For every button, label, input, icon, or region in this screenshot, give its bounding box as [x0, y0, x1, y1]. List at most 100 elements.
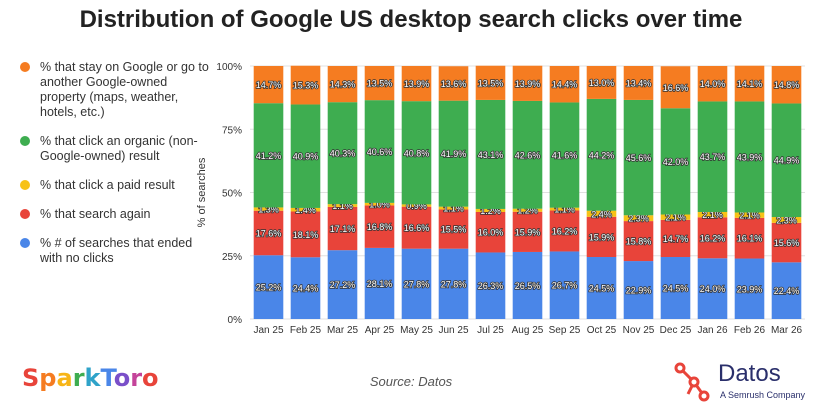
bar-segment [475, 252, 506, 319]
legend-swatch-orange [20, 62, 30, 72]
data-label: 16.1% [737, 234, 763, 244]
bar-segment [586, 98, 617, 211]
data-label: 44.2% [589, 150, 615, 160]
y-tick-label: 100% [216, 62, 242, 73]
bar-segment [327, 250, 358, 319]
bar-segment [253, 210, 284, 256]
bar-segment [290, 104, 321, 208]
data-label: 1.1% [443, 204, 464, 214]
x-tick-label: Jan 26 [697, 325, 727, 336]
data-label: 14.8% [774, 80, 800, 90]
data-label: 14.1% [737, 79, 763, 89]
bar-segment [401, 206, 432, 249]
stacked-bar-chart: 0% 25% 50% 75% 100% % of searches 25.2% 17.6% 1.… [196, 62, 805, 336]
bar-segment [253, 255, 284, 319]
bar-segment [586, 210, 617, 217]
bar-segment [771, 66, 802, 104]
y-tick-label: 75% [222, 125, 242, 136]
bar-segment [549, 66, 580, 103]
data-label: 24.5% [663, 284, 689, 294]
x-tick-label: Aug 25 [512, 325, 544, 336]
data-label: 27.8% [404, 279, 430, 289]
bar-segment [734, 101, 765, 213]
bar-segment [660, 108, 691, 215]
bar-segment [549, 210, 580, 252]
data-label: 43.7% [700, 152, 726, 162]
y-axis-label: % of searches [196, 157, 208, 227]
bar-segment [660, 66, 691, 109]
bar-segment [475, 211, 506, 253]
bar-segment [364, 247, 395, 319]
bar-segment [290, 211, 321, 258]
x-tick-label: Dec 25 [660, 325, 692, 336]
bar-segment [734, 217, 765, 259]
bar-segment [327, 66, 358, 103]
bar-segment [586, 216, 617, 258]
legend-label: % that click a paid result [40, 178, 175, 192]
x-tick-label: Jun 25 [438, 325, 468, 336]
data-label: 15.8% [626, 237, 652, 247]
data-label: 0.9% [406, 201, 427, 211]
data-label: 40.8% [404, 148, 430, 158]
data-label: 26.3% [478, 281, 504, 291]
data-label: 14.3% [330, 80, 356, 90]
bar-segment [290, 257, 321, 319]
legend-item-paid: % that click a paid result [20, 178, 210, 193]
bar-segment [660, 257, 691, 319]
bar-segment [512, 211, 543, 252]
sparktoro-logo: SparkToro [22, 364, 159, 392]
bar-segment [697, 101, 728, 212]
bar-segment [660, 214, 691, 220]
x-tick-label: Mar 26 [771, 325, 803, 336]
bar-segment [438, 206, 469, 210]
data-label: 26.5% [515, 281, 541, 291]
data-label: 16.6% [663, 83, 689, 93]
data-label: 13.4% [626, 78, 652, 88]
x-tick-label: Oct 25 [587, 325, 617, 336]
bar-segment [697, 66, 728, 102]
data-label: 16.0% [478, 228, 504, 238]
bar-segment [771, 103, 802, 218]
bar-segment [327, 102, 358, 205]
data-label: 1.1% [332, 201, 353, 211]
bar-segment [734, 258, 765, 319]
data-label: 13.6% [441, 79, 467, 89]
x-tick-label: Sep 25 [549, 325, 581, 336]
legend: % that stay on Google or go to another G… [20, 60, 210, 276]
data-label: 40.9% [293, 152, 319, 162]
data-label: 27.2% [330, 280, 356, 290]
datos-tagline: A Semrush Company [720, 390, 806, 400]
data-label: 14.4% [552, 80, 578, 90]
data-label: 2.4% [591, 209, 612, 219]
x-tick-label: Jul 25 [477, 325, 504, 336]
data-label: 41.6% [552, 151, 578, 161]
bar-segment [253, 207, 284, 211]
data-label: 16.6% [404, 223, 430, 233]
bar-segment [697, 217, 728, 259]
y-tick-label: 0% [228, 315, 243, 326]
legend-item-no-clicks: % # of searches that ended with no click… [20, 236, 210, 266]
data-label: 25.2% [256, 283, 282, 293]
bar-segment [438, 66, 469, 101]
data-label: 43.1% [478, 150, 504, 160]
bar-segment [734, 212, 765, 218]
bar-segment [364, 202, 395, 206]
bar-segment [512, 208, 543, 212]
data-label: 23.9% [737, 284, 763, 294]
bar-segment [623, 99, 654, 216]
y-tick-label: 50% [222, 189, 242, 200]
bar-segment [512, 251, 543, 319]
data-label: 22.9% [626, 286, 652, 296]
data-label: 15.9% [515, 227, 541, 237]
x-tick-label: Feb 26 [734, 325, 766, 336]
data-label: 14.0% [700, 79, 726, 89]
bar-segment [734, 65, 765, 102]
data-label: 1.4% [295, 205, 316, 215]
data-label: 42.6% [515, 150, 541, 160]
data-label: 24.5% [589, 284, 615, 294]
data-label: 13.9% [404, 79, 430, 89]
bar-segment [771, 222, 802, 263]
bar-segment [660, 219, 691, 258]
bar-segment [290, 207, 321, 212]
bar-segment [623, 66, 654, 100]
